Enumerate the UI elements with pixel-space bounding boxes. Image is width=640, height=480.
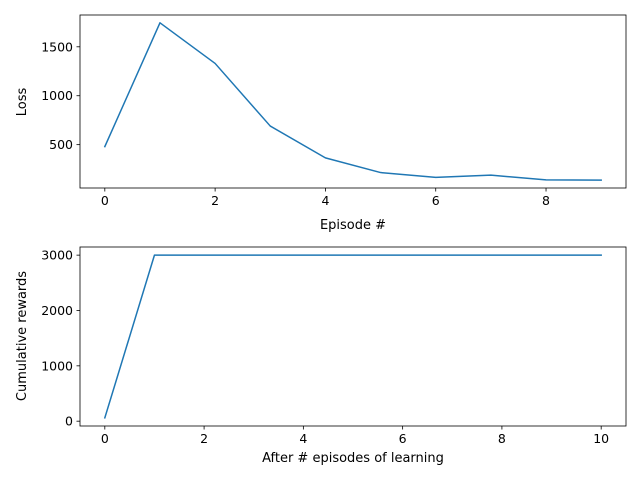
rewards-axes: 0 2 4 6 8 10 0 1000 2000 3000 After # episodes of… <box>15 246 627 466</box>
loss-x-tick-label: 8 <box>542 193 550 208</box>
rewards-y-tick-label: 2000 <box>41 303 73 318</box>
rewards-plot-frame <box>79 246 627 427</box>
rewards-y-tick-label: 3000 <box>41 248 73 263</box>
loss-x-tick-label: 0 <box>101 193 109 208</box>
rewards-x-axis-label: After # episodes of learning <box>262 451 444 466</box>
rewards-series-line <box>103 254 602 419</box>
rewards-y-tick-label: 1000 <box>41 358 73 373</box>
rewards-x-tick-label: 8 <box>498 431 506 446</box>
loss-y-tick-label: 500 <box>49 137 73 152</box>
loss-marks: 0 2 4 6 8 500 1000 1500 <box>41 22 602 208</box>
rewards-x-tick-label: 4 <box>299 431 307 446</box>
loss-plot-frame <box>79 14 627 189</box>
loss-axes: 0 2 4 6 8 500 1000 1500 Episode # Loss <box>15 14 627 233</box>
loss-x-axis-label: Episode # <box>320 218 386 233</box>
rewards-marks: 0 2 4 6 8 10 0 1000 2000 3000 <box>41 248 609 446</box>
loss-x-tick-label: 2 <box>211 193 219 208</box>
rewards-y-axis-label: Cumulative rewards <box>15 271 30 401</box>
rewards-x-tick-label: 6 <box>399 431 407 446</box>
rewards-y-tick-label: 0 <box>65 414 73 429</box>
rewards-x-tick-label: 10 <box>593 431 609 446</box>
rewards-x-tick-label: 2 <box>200 431 208 446</box>
rewards-x-tick-label: 0 <box>101 431 109 446</box>
loss-y-axis-label: Loss <box>15 88 30 117</box>
loss-y-tick-label: 1500 <box>41 39 73 54</box>
loss-y-tick-label: 1000 <box>41 88 73 103</box>
loss-x-tick-label: 4 <box>321 193 329 208</box>
loss-x-tick-label: 6 <box>432 193 440 208</box>
loss-series-line <box>103 22 602 181</box>
